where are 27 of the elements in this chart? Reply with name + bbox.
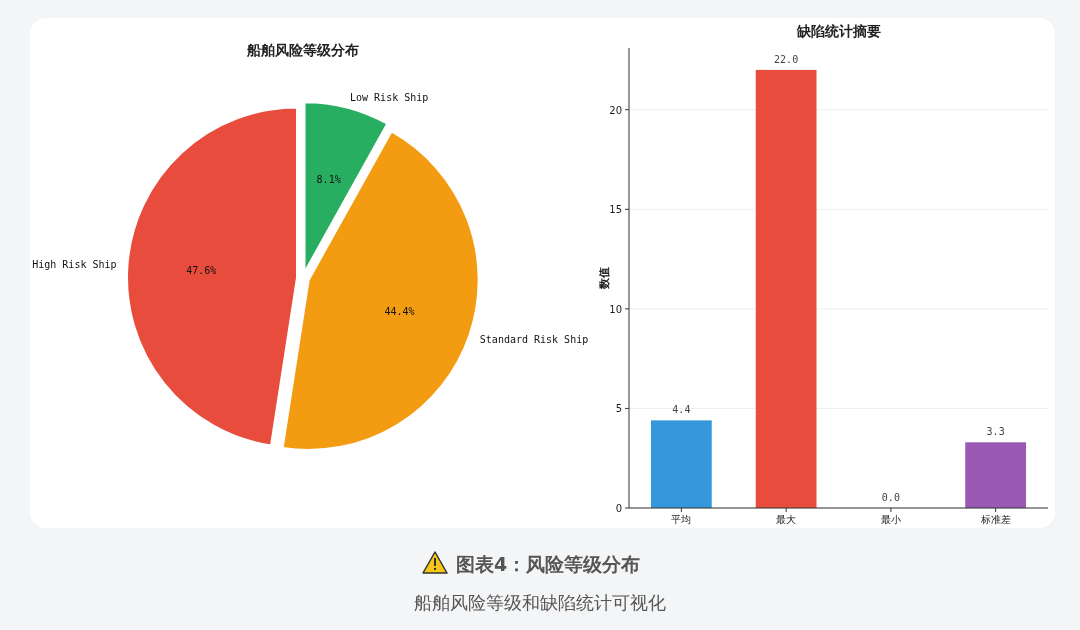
text: 船舶风险等级和缺陷统计可视化 bbox=[414, 592, 666, 613]
y-axis-title: 数值 bbox=[598, 267, 611, 290]
data-label: 47.6% bbox=[186, 265, 217, 277]
data-label: 4.4 bbox=[672, 404, 691, 416]
x-tick-label: 最大 bbox=[776, 514, 797, 525]
y-tick-label: 20 bbox=[609, 104, 622, 116]
y-tick-label: 0 bbox=[615, 503, 622, 514]
bar bbox=[965, 442, 1026, 508]
text: 图表4：风险等级分布 bbox=[456, 553, 641, 575]
slice-label: Standard Risk Ship bbox=[479, 333, 589, 345]
data-label: 22.0 bbox=[774, 53, 799, 65]
y-tick-label: 15 bbox=[609, 204, 622, 216]
data-label: 8.1% bbox=[316, 174, 341, 186]
x-tick-label: 标准差 bbox=[979, 514, 1011, 525]
x-tick-label: 平均 bbox=[671, 514, 692, 525]
chart-title: 船舶风险等级分布 bbox=[246, 42, 359, 58]
data-label: 44.4% bbox=[384, 306, 415, 318]
slice-label: High Risk Ship bbox=[32, 258, 117, 270]
y-tick-label: 5 bbox=[615, 403, 622, 415]
x-tick-label: 最小 bbox=[880, 514, 901, 525]
bar bbox=[651, 420, 712, 508]
data-label: 0.0 bbox=[881, 492, 900, 503]
slice-label: Low Risk Ship bbox=[350, 92, 429, 104]
data-label: 3.3 bbox=[986, 426, 1005, 438]
y-tick-label: 10 bbox=[609, 303, 622, 315]
chart-title: 缺陷统计摘要 bbox=[795, 23, 881, 39]
bar bbox=[755, 69, 817, 508]
